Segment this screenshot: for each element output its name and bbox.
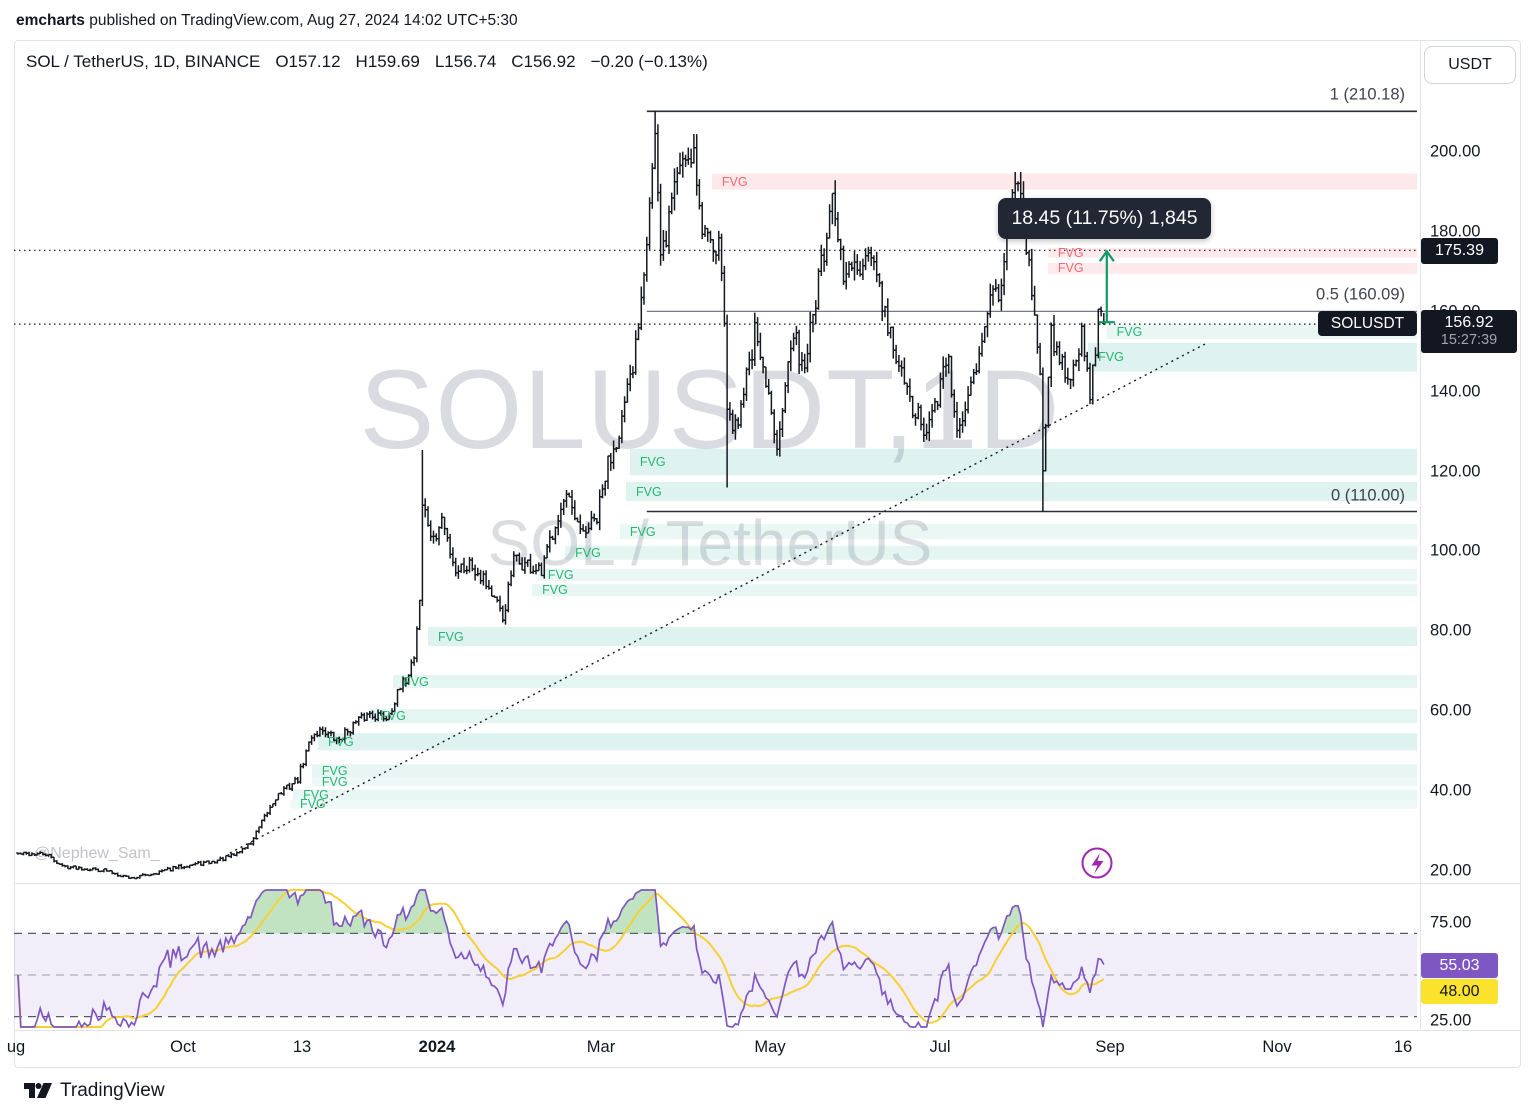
- tradingview-logo[interactable]: TradingView: [24, 1080, 165, 1102]
- price-axis-tick: 140.00: [1430, 382, 1481, 401]
- measure-tooltip: 18.45 (11.75%) 1,845: [998, 198, 1211, 239]
- tradingview-logo-text: TradingView: [60, 1080, 165, 1101]
- price-axis-separator[interactable]: [1420, 40, 1421, 1030]
- legend-high: H159.69: [355, 52, 420, 71]
- chart-container: [14, 40, 1521, 1068]
- time-axis-tick: Mar: [586, 1038, 616, 1056]
- fvg-zone[interactable]: [290, 799, 1417, 809]
- fvg-zone[interactable]: [393, 674, 1417, 689]
- price-axis-tick: 100.00: [1430, 541, 1481, 560]
- rsi-ma-value-badge: 48.00: [1421, 979, 1498, 1004]
- price-axis-tick: 200.00: [1430, 142, 1481, 161]
- fvg-zone[interactable]: [532, 584, 1417, 597]
- rsi-value-badge: 55.03: [1421, 953, 1498, 978]
- tradingview-logo-icon: [24, 1083, 52, 1098]
- last-price-value: 156.92: [1444, 314, 1494, 332]
- fvg-zone[interactable]: [711, 173, 1417, 190]
- time-axis-tick: 13: [292, 1038, 312, 1056]
- published-byline: emcharts published on TradingView.com, A…: [16, 12, 518, 30]
- fvg-zone[interactable]: [318, 733, 1417, 751]
- rsi-pane: [14, 889, 1417, 1029]
- time-axis-tick: Oct: [170, 1038, 196, 1056]
- fvg-zone[interactable]: [565, 545, 1417, 560]
- time-axis-tick: Nov: [1262, 1038, 1292, 1056]
- fvg-zone[interactable]: [1088, 342, 1417, 372]
- last-price-badge: 156.92 15:27:39: [1421, 310, 1517, 353]
- fvg-zone[interactable]: [370, 709, 1417, 724]
- legend-symbol[interactable]: SOL / TetherUS, 1D, BINANCE: [26, 52, 261, 71]
- price-axis-tick: 80.00: [1430, 621, 1472, 640]
- currency-toggle-button[interactable]: USDT: [1424, 46, 1516, 84]
- chart-legend[interactable]: SOL / TetherUS, 1D, BINANCE O157.12 H159…: [26, 52, 708, 72]
- fvg-zone[interactable]: [428, 626, 1417, 647]
- fvg-zone[interactable]: [537, 569, 1417, 581]
- price-axis-tick: 180.00: [1430, 222, 1481, 241]
- fvg-zone[interactable]: [311, 764, 1417, 778]
- pane-separator[interactable]: [14, 883, 1521, 884]
- author-name: emcharts: [16, 12, 85, 29]
- price-level-badge: 175.39: [1421, 238, 1498, 264]
- time-axis-tick: Sep: [1095, 1038, 1125, 1056]
- time-axis-tick: Jul: [929, 1038, 951, 1056]
- legend-open: O157.12: [275, 52, 341, 71]
- fvg-zone[interactable]: [619, 523, 1417, 540]
- fib-level-label: 1 (210.18): [1329, 85, 1405, 104]
- fib-level-label: 0 (110.00): [1331, 486, 1405, 504]
- price-axis-tick: 20.00: [1430, 861, 1472, 880]
- fvg-zone[interactable]: [626, 481, 1417, 502]
- price-axis-tick: 120.00: [1430, 462, 1481, 481]
- fvg-zone[interactable]: [293, 789, 1417, 800]
- time-axis-tick: 2024: [418, 1038, 456, 1056]
- fvg-zone[interactable]: [1047, 247, 1417, 258]
- fvg-zone[interactable]: [629, 448, 1417, 476]
- legend-close: C156.92: [511, 52, 576, 71]
- fvg-zone[interactable]: [311, 777, 1417, 787]
- time-axis-separator: [14, 1030, 1521, 1031]
- time-axis-tick: ug: [6, 1038, 26, 1056]
- time-axis-tick: 16: [1393, 1038, 1413, 1056]
- price-axis-tick: 60.00: [1430, 701, 1472, 720]
- time-axis-tick: May: [754, 1038, 786, 1056]
- lightning-icon[interactable]: [1081, 847, 1113, 879]
- last-price-time: 15:27:39: [1440, 332, 1498, 349]
- symbol-line-badge: SOLUSDT: [1318, 311, 1417, 336]
- rsi-line[interactable]: [17, 889, 1105, 1029]
- published-text: published on TradingView.com, Aug 27, 20…: [84, 12, 518, 29]
- fvg-zone[interactable]: [1047, 263, 1417, 274]
- legend-low: L156.74: [434, 52, 497, 71]
- indicator-axis-tick: 75.00: [1430, 913, 1472, 932]
- fib-level-label: 0.5 (160.09): [1316, 285, 1405, 304]
- legend-change: −0.20 (−0.13%): [590, 52, 708, 71]
- measure-arrow[interactable]: [1098, 249, 1115, 324]
- price-bars: [16, 111, 1106, 880]
- rsi-ma-line[interactable]: [17, 889, 1105, 1028]
- indicator-axis-tick: 25.00: [1430, 1011, 1472, 1030]
- price-axis-tick: 40.00: [1430, 781, 1472, 800]
